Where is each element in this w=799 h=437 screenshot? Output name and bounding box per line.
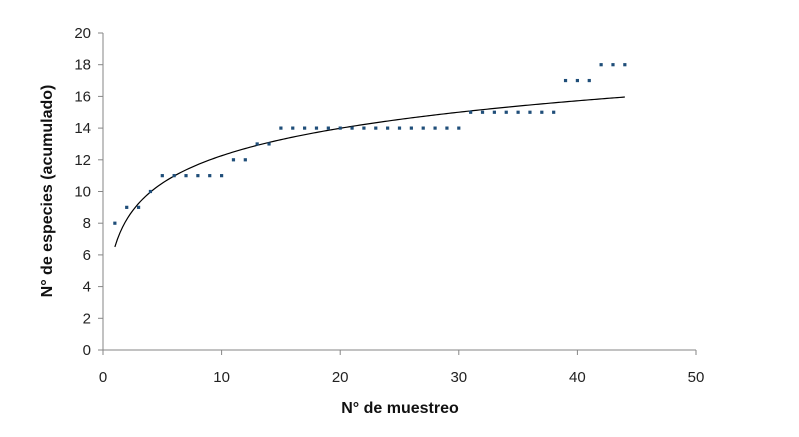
x-tick-label: 20 [332,369,349,386]
data-point [575,78,579,83]
data-point [291,126,295,130]
data-point [409,126,413,130]
data-point [220,174,224,178]
data-point [397,126,402,130]
data-point [469,110,473,114]
data-point [338,126,342,130]
data-point [172,174,176,178]
data-point [362,126,366,130]
data-point [599,63,603,67]
data-point [540,110,544,114]
data-point [113,221,117,225]
data-point [208,174,212,178]
y-tick-label: 18 [74,57,91,74]
data-point [386,126,390,130]
y-tick-label: 20 [74,25,91,42]
y-tick-label: 12 [74,152,91,169]
data-point [492,110,496,114]
y-tick-label: 2 [83,310,91,327]
data-point [611,63,615,67]
y-axis-title: N° de especies (acumulado) [39,85,56,298]
data-point [433,126,437,130]
x-tick-label: 0 [99,369,107,386]
data-point [504,110,508,114]
points-layer [113,63,627,225]
data-point [243,158,247,162]
data-point [279,126,283,130]
data-point [136,205,141,209]
x-tick-label: 30 [450,369,467,386]
data-point [350,126,354,130]
y-tick-label: 6 [83,247,91,264]
x-tick-label: 10 [213,369,230,386]
data-point [184,174,188,178]
data-point [374,126,378,130]
data-point [623,63,627,67]
data-point [421,126,425,130]
data-point [552,110,556,114]
axes [102,33,696,351]
data-point [326,126,330,130]
data-point [457,126,461,130]
x-ticks: 0 10 20 30 40 50 [99,350,705,386]
data-point [303,126,307,130]
trendline [114,96,625,248]
data-point [231,158,236,162]
y-tick-label: 14 [74,120,91,137]
y-tick-label: 4 [83,279,91,296]
data-point [148,189,153,194]
data-point [196,174,200,178]
data-point [563,78,568,83]
x-tick-label: 40 [569,369,586,386]
data-point [160,174,164,178]
data-point [516,110,520,114]
data-point [267,142,271,146]
data-point [480,110,485,114]
data-point [587,78,591,83]
x-tick-label: 50 [688,369,705,386]
trendline-layer [114,96,625,248]
y-tick-label: 8 [83,215,91,232]
y-tick-label: 0 [83,342,91,359]
y-tick-label: 10 [74,184,91,201]
y-tick-label: 16 [74,88,91,105]
data-point [255,142,259,146]
y-ticks: 0 2 4 6 8 10 12 14 16 18 20 [74,25,103,359]
data-point [314,126,319,130]
data-point [125,205,129,209]
x-axis-title: N° de muestreo [341,400,459,417]
data-point [528,110,532,114]
data-point [445,126,449,130]
